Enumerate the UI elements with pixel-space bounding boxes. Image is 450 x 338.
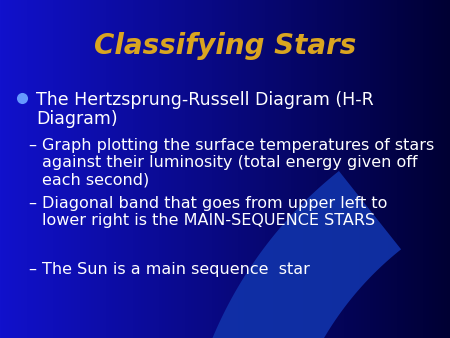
Text: The Hertzsprung-Russell Diagram (H-R: The Hertzsprung-Russell Diagram (H-R bbox=[36, 91, 374, 109]
Text: Diagram): Diagram) bbox=[36, 110, 117, 128]
Polygon shape bbox=[199, 171, 401, 338]
Text: –: – bbox=[28, 196, 36, 211]
Text: The Sun is a main sequence  star: The Sun is a main sequence star bbox=[42, 262, 310, 277]
Text: –: – bbox=[28, 262, 36, 277]
Text: Diagonal band that goes from upper left to
lower right is the MAIN-SEQUENCE STAR: Diagonal band that goes from upper left … bbox=[42, 196, 387, 228]
Text: –: – bbox=[28, 138, 36, 153]
Text: Graph plotting the surface temperatures of stars
against their luminosity (total: Graph plotting the surface temperatures … bbox=[42, 138, 434, 188]
Text: Classifying Stars: Classifying Stars bbox=[94, 32, 356, 60]
